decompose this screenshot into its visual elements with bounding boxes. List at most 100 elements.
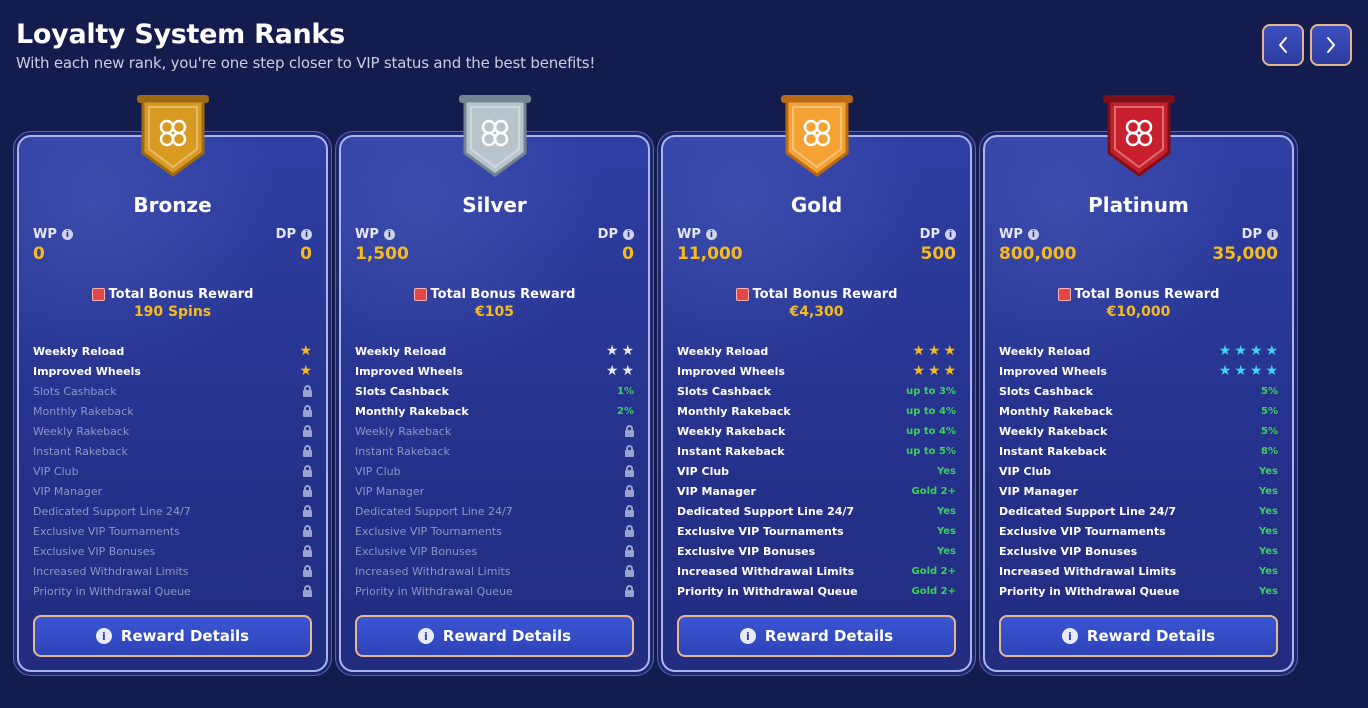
info-icon[interactable]: i (945, 229, 956, 240)
lock-icon (303, 545, 312, 557)
benefit-value: Yes (1258, 565, 1278, 577)
carousel-nav (1262, 24, 1352, 66)
chevron-right-icon (1327, 37, 1335, 53)
benefit-name: Priority in Withdrawal Queue (677, 584, 858, 598)
benefit-name: Monthly Rakeback (677, 404, 791, 418)
benefit-row: Exclusive VIP Bonuses (33, 541, 312, 561)
benefit-list: Weekly Reload ★ Improved Wheels ★ Slots Ca… (33, 341, 312, 601)
rank-name: Platinum (1088, 193, 1189, 217)
star-rating: ★ ★ ★ ★ (1219, 364, 1278, 378)
benefit-row: Weekly Reload ★ ★ ★ ★ (999, 341, 1278, 361)
total-bonus-value: €10,000 (1106, 304, 1171, 320)
benefit-value: up to 4% (906, 425, 956, 437)
star-rating: ★ ★ ★ (912, 364, 956, 378)
benefit-name: Instant Rakeback (677, 444, 785, 458)
benefit-row: Instant Rakeback (355, 441, 634, 461)
benefit-row: Exclusive VIP Tournaments (355, 521, 634, 541)
lock-icon (303, 485, 312, 497)
wp-value: 0 (33, 244, 45, 264)
benefit-name: VIP Manager (33, 484, 103, 498)
lock-icon (625, 505, 634, 517)
star-icon: ★ (299, 363, 312, 379)
benefit-row: Slots Cashback up to 3% (677, 381, 956, 401)
benefit-value: 5% (1261, 385, 1278, 397)
benefit-row: Improved Wheels ★ ★ (355, 361, 634, 381)
dp-value: 35,000 (1212, 244, 1278, 264)
info-icon[interactable]: i (383, 229, 395, 240)
rank-name: Silver (462, 193, 527, 217)
benefit-name: Dedicated Support Line 24/7 (355, 504, 513, 518)
benefit-row: Instant Rakeback (33, 441, 312, 461)
star-icon: ★ (621, 363, 634, 379)
star-icon: ★ (1265, 363, 1278, 379)
prev-button[interactable] (1262, 24, 1304, 66)
reward-details-button[interactable]: i Reward Details (999, 615, 1278, 657)
reward-details-label: Reward Details (442, 627, 572, 645)
benefit-name: Instant Rakeback (33, 444, 128, 458)
benefit-name: Exclusive VIP Bonuses (677, 544, 816, 558)
wp-stat: WP i 0 (33, 227, 73, 264)
benefit-row: Instant Rakeback up to 5% (677, 441, 956, 461)
total-bonus-reward: Total Bonus Reward 190 Spins (19, 287, 326, 320)
info-icon[interactable]: i (61, 229, 73, 240)
benefit-value: 1% (617, 385, 634, 397)
star-rating: ★ ★ (606, 344, 634, 358)
total-bonus-reward: Total Bonus Reward €4,300 (663, 287, 970, 320)
reward-details-button[interactable]: i Reward Details (355, 615, 634, 657)
lock-icon (303, 465, 312, 477)
info-icon[interactable]: i (1027, 229, 1039, 240)
star-icon: ★ (943, 363, 956, 379)
benefit-row: Dedicated Support Line 24/7 Yes (999, 501, 1278, 521)
info-icon: i (739, 628, 756, 644)
star-rating: ★ ★ ★ (912, 344, 956, 358)
info-icon[interactable]: i (705, 229, 717, 240)
reward-details-button[interactable]: i Reward Details (677, 615, 956, 657)
benefit-value: 8% (1261, 445, 1278, 457)
benefit-name: Increased Withdrawal Limits (355, 564, 511, 578)
benefit-row: Priority in Withdrawal Queue Gold 2+ (677, 581, 956, 601)
total-bonus-reward: Total Bonus Reward €10,000 (985, 287, 1292, 320)
lock-icon (303, 405, 312, 417)
rank-badge-icon (136, 95, 209, 177)
rank-card-platinum: Platinum WP i 800,000 DP i 35,000 Total Bo… (983, 95, 1294, 672)
benefit-value: Yes (1258, 505, 1278, 517)
dp-label: DP (1241, 227, 1262, 242)
dp-stat: DP i 0 (276, 227, 312, 264)
benefit-name: Instant Rakeback (355, 444, 450, 458)
next-button[interactable] (1310, 24, 1352, 66)
benefit-name: Slots Cashback (999, 384, 1093, 398)
info-icon[interactable]: i (301, 229, 312, 240)
benefit-row: Exclusive VIP Bonuses Yes (677, 541, 956, 561)
benefit-row: Weekly Rakeback (355, 421, 634, 441)
gift-icon (413, 288, 427, 301)
benefit-name: Weekly Reload (677, 344, 769, 358)
total-bonus-label: Total Bonus Reward (430, 287, 576, 302)
star-icon: ★ (621, 343, 634, 359)
reward-details-label: Reward Details (1086, 627, 1216, 645)
info-icon[interactable]: i (1267, 229, 1278, 240)
benefit-value: up to 5% (906, 445, 956, 457)
lock-icon (303, 425, 312, 437)
info-icon: i (417, 628, 434, 644)
benefit-row: VIP Club (355, 461, 634, 481)
benefit-name: Increased Withdrawal Limits (677, 564, 855, 578)
info-icon[interactable]: i (623, 229, 634, 240)
benefit-name: Exclusive VIP Tournaments (355, 524, 502, 538)
benefit-name: Weekly Rakeback (999, 424, 1108, 438)
benefit-row: Priority in Withdrawal Queue (33, 581, 312, 601)
benefit-list: Weekly Reload ★ ★ ★ ★ Improved Wheels ★ ★ ★ ★ Sl… (999, 341, 1278, 601)
benefit-row: Exclusive VIP Bonuses Yes (999, 541, 1278, 561)
benefit-value: Yes (1258, 485, 1278, 497)
benefit-row: Monthly Rakeback up to 4% (677, 401, 956, 421)
benefit-name: Weekly Reload (355, 344, 447, 358)
rank-card-gold: Gold WP i 11,000 DP i 500 Total Bonus Rewa… (661, 95, 972, 672)
reward-details-button[interactable]: i Reward Details (33, 615, 312, 657)
dp-stat: DP i 0 (598, 227, 634, 264)
info-icon: i (95, 628, 112, 644)
benefit-value: Yes (1258, 465, 1278, 477)
rank-badge-icon (1102, 95, 1175, 177)
lock-icon (303, 525, 312, 537)
benefit-row: Slots Cashback 5% (999, 381, 1278, 401)
benefit-value: Yes (1258, 585, 1278, 597)
benefit-name: Priority in Withdrawal Queue (999, 584, 1180, 598)
